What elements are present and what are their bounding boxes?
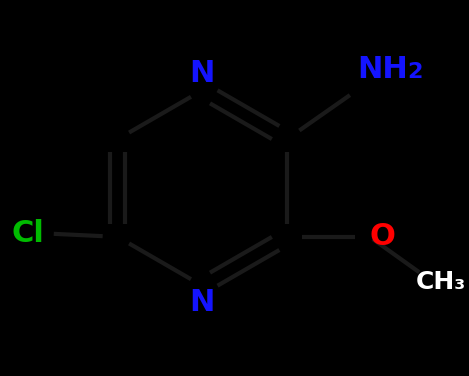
Text: NH: NH (357, 55, 408, 84)
Text: CH₃: CH₃ (416, 270, 466, 294)
Text: N: N (189, 59, 215, 88)
Text: O: O (370, 222, 396, 252)
Text: N: N (189, 288, 215, 317)
Text: 2: 2 (407, 62, 423, 82)
Text: Cl: Cl (11, 218, 44, 248)
